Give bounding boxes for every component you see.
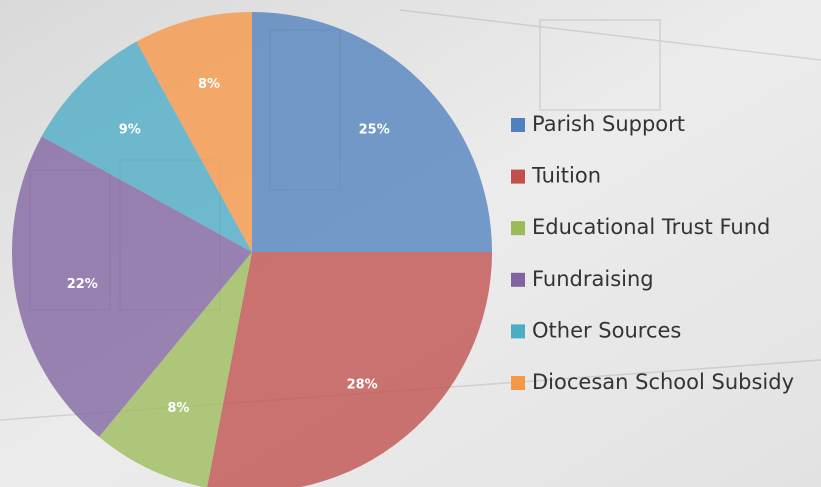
data-label: 25%	[359, 122, 390, 137]
legend-swatch	[511, 273, 525, 287]
legend-label: Diocesan School Subsidy	[532, 370, 794, 394]
page: 25% 28% 8% 22% 9% 8% Parish Support Tuition Educ…	[0, 0, 821, 487]
data-label: 22%	[67, 277, 98, 292]
data-label: 9%	[119, 122, 141, 137]
legend-swatch	[511, 118, 525, 132]
legend-label: Fundraising	[532, 267, 654, 291]
data-label: 8%	[167, 401, 189, 416]
data-label: 28%	[347, 378, 378, 393]
legend-label: Other Sources	[532, 318, 681, 342]
legend-swatch	[511, 324, 525, 338]
chart: 25% 28% 8% 22% 9% 8% Parish Support Tuition Educ…	[0, 0, 821, 487]
legend-label: Parish Support	[532, 112, 685, 136]
legend-swatch	[511, 376, 525, 390]
legend-swatch	[511, 221, 525, 235]
data-label: 8%	[198, 77, 220, 92]
legend-label: Tuition	[531, 164, 601, 188]
legend-swatch	[511, 170, 525, 184]
legend-label: Educational Trust Fund	[532, 215, 770, 239]
